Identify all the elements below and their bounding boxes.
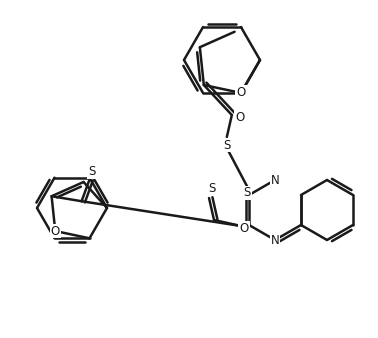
Text: S: S [208,183,216,195]
Text: S: S [88,165,95,178]
Text: S: S [223,139,231,151]
Text: S: S [243,187,251,199]
Text: N: N [271,234,279,246]
Text: O: O [235,111,245,123]
Text: O: O [51,224,60,238]
Text: O: O [236,87,246,99]
Text: O: O [239,221,249,235]
Text: N: N [271,173,279,187]
